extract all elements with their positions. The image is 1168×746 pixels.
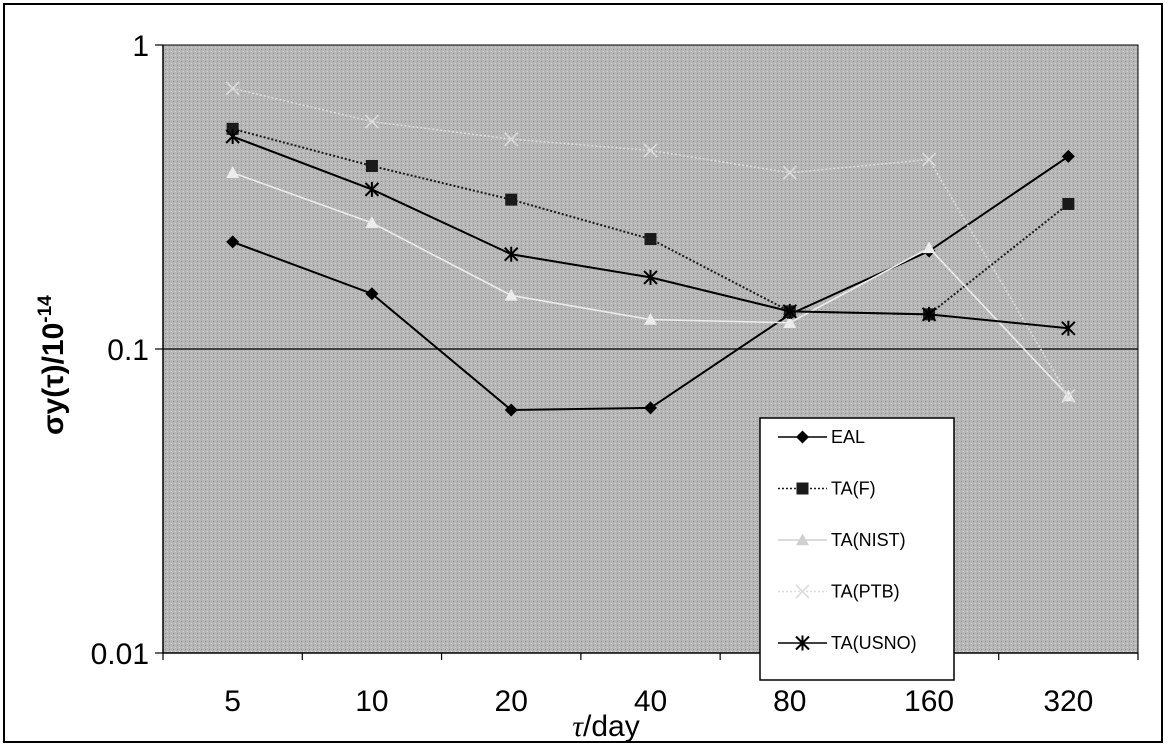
series-ta-nist	[226, 166, 1075, 402]
data-point-ta-nist	[365, 216, 379, 229]
data-point-ta-usno	[364, 181, 380, 197]
x-tick-label: 80	[773, 685, 806, 718]
data-point-eal	[1061, 149, 1075, 163]
legend-marker-eal	[796, 430, 809, 444]
legend: EAL TA(F) TA(NIST) TA(PTB) TA(USNO)	[759, 417, 955, 681]
data-point-ta-nist	[226, 166, 240, 178]
data-point-ta-f	[1062, 197, 1075, 210]
data-point-ta-f	[226, 122, 239, 135]
data-point-ta-nist	[644, 313, 657, 325]
series-group	[225, 81, 1076, 417]
legend-marker-ta-ptb	[795, 584, 810, 599]
data-point-ta-usno	[643, 269, 658, 285]
legend-label-ta-usno: TA(USNO)	[831, 633, 917, 653]
data-point-ta-f	[505, 193, 518, 206]
legend-marker-ta-usno	[795, 635, 810, 651]
data-point-ta-ptb	[504, 132, 519, 147]
y-axis-label-text: σy(τ)/10	[37, 323, 70, 435]
data-point-ta-f	[365, 159, 378, 172]
data-point-eal	[226, 235, 240, 249]
x-axis-label-unit: /day	[583, 710, 640, 743]
series-ta-usno	[225, 129, 1076, 336]
legend-label-ta-nist: TA(NIST)	[831, 530, 906, 550]
legend-marker-ta-nist	[796, 533, 809, 546]
legend-label-eal: EAL	[831, 427, 865, 447]
data-point-eal	[504, 403, 518, 417]
data-point-ta-usno	[225, 129, 240, 145]
data-point-ta-ptb	[1061, 389, 1076, 404]
data-point-ta-usno	[1061, 320, 1076, 336]
data-point-ta-nist	[783, 316, 797, 328]
data-point-ta-ptb	[225, 81, 240, 96]
chart-frame: 1 0.1 0.01 5 10 20 40 80 160 320 σy(τ)/10-14 τ/d…	[3, 3, 1163, 743]
x-axis-label-symbol: τ	[572, 710, 584, 743]
data-point-eal	[365, 287, 379, 301]
data-point-ta-nist	[922, 241, 936, 254]
y-axis-ticks: 1 0.1 0.01	[91, 30, 163, 671]
data-point-ta-ptb	[364, 114, 379, 129]
data-point-eal	[644, 401, 657, 415]
data-point-ta-usno	[921, 306, 937, 322]
x-tick-label: 10	[355, 685, 388, 718]
series-ta-ptb	[225, 81, 1076, 404]
data-point-ta-usno	[504, 246, 519, 262]
legend-box	[759, 417, 955, 681]
x-tick-label: 160	[904, 685, 954, 718]
data-point-ta-usno	[782, 303, 797, 319]
y-axis-label-exponent: -14	[35, 295, 56, 323]
data-point-ta-f	[644, 233, 657, 246]
x-tick-label: 20	[495, 685, 528, 718]
data-point-ta-ptb	[782, 165, 797, 180]
x-axis-ticks: 5 10 20 40 80 160 320	[162, 45, 1139, 718]
data-point-ta-nist	[504, 288, 518, 301]
legend-marker-ta-f	[796, 482, 809, 495]
x-tick-label: 40	[634, 685, 667, 718]
chart-svg: 1 0.1 0.01 5 10 20 40 80 160 320 σy(τ)/10-14 τ/d…	[35, 30, 1139, 743]
x-tick-label: 5	[224, 685, 241, 718]
y-axis-label: σy(τ)/10-14	[35, 295, 70, 435]
y-tick-label: 0.1	[107, 334, 149, 367]
x-tick-label: 320	[1043, 685, 1093, 718]
legend-label-ta-f: TA(F)	[831, 479, 876, 499]
x-axis-label: τ/day	[572, 710, 639, 743]
y-tick-label: 1	[132, 30, 149, 63]
legend-label-ta-ptb: TA(PTB)	[831, 582, 900, 602]
y-tick-label: 0.01	[91, 638, 149, 671]
data-point-ta-ptb	[643, 143, 658, 158]
data-point-ta-ptb	[922, 152, 937, 167]
